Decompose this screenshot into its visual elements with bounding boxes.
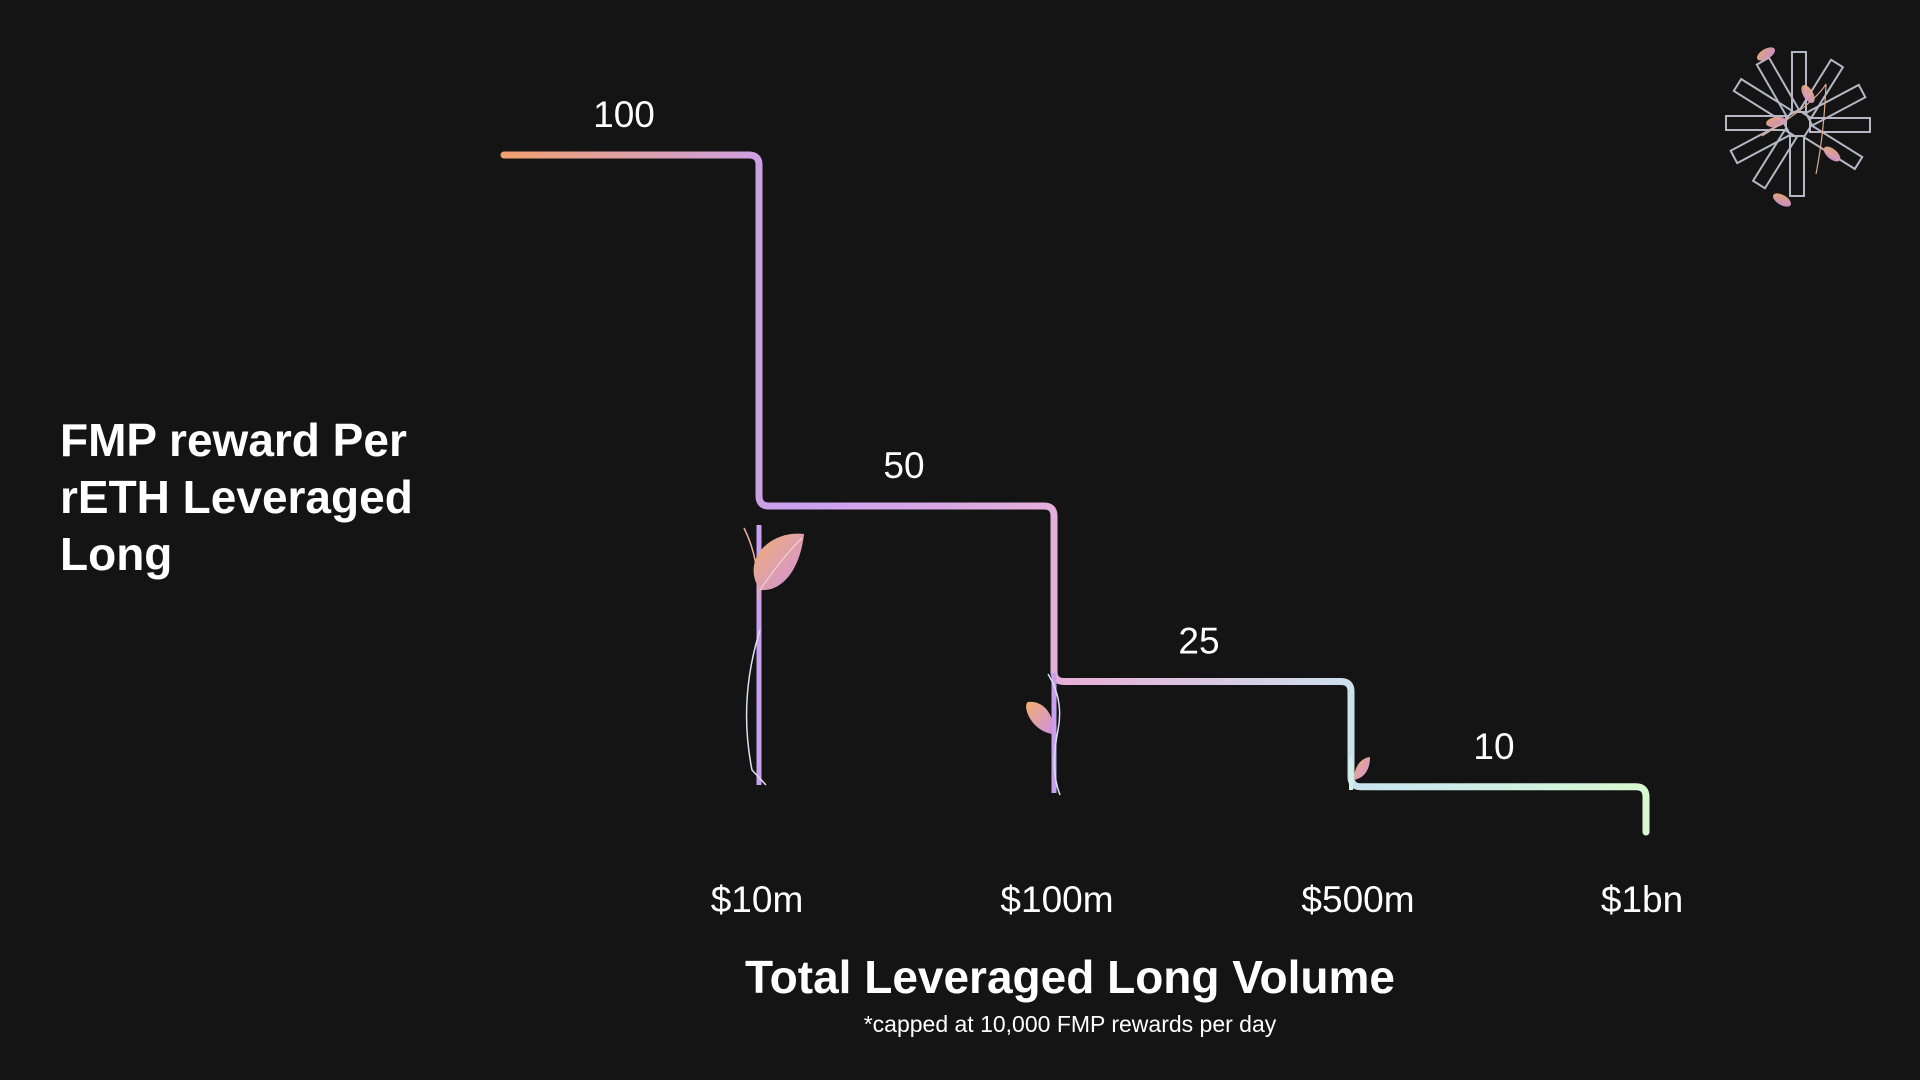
sprout-large-icon	[743, 525, 804, 786]
flower-burst-logo-icon	[1725, 47, 1871, 207]
x-tick-label: $1bn	[1601, 879, 1683, 920]
sprout-small-icon	[1349, 757, 1370, 790]
data-label: 25	[1178, 621, 1219, 662]
footnote: *capped at 10,000 FMP rewards per day	[863, 1011, 1277, 1037]
sprout-medium-icon	[1026, 673, 1061, 796]
data-labels: 100 50 25 10	[593, 94, 1514, 767]
x-tick-label: $500m	[1301, 879, 1414, 920]
x-tick-labels: $10m $100m $500m $1bn	[711, 879, 1683, 920]
data-label: 100	[593, 94, 655, 135]
x-tick-label: $100m	[1000, 879, 1113, 920]
y-axis-label: FMP reward Per rETH Leveraged Long	[60, 414, 413, 580]
x-axis-label: Total Leveraged Long Volume	[744, 951, 1396, 1003]
data-label: 10	[1473, 726, 1514, 767]
data-label: 50	[883, 445, 924, 486]
x-tick-label: $10m	[711, 879, 804, 920]
